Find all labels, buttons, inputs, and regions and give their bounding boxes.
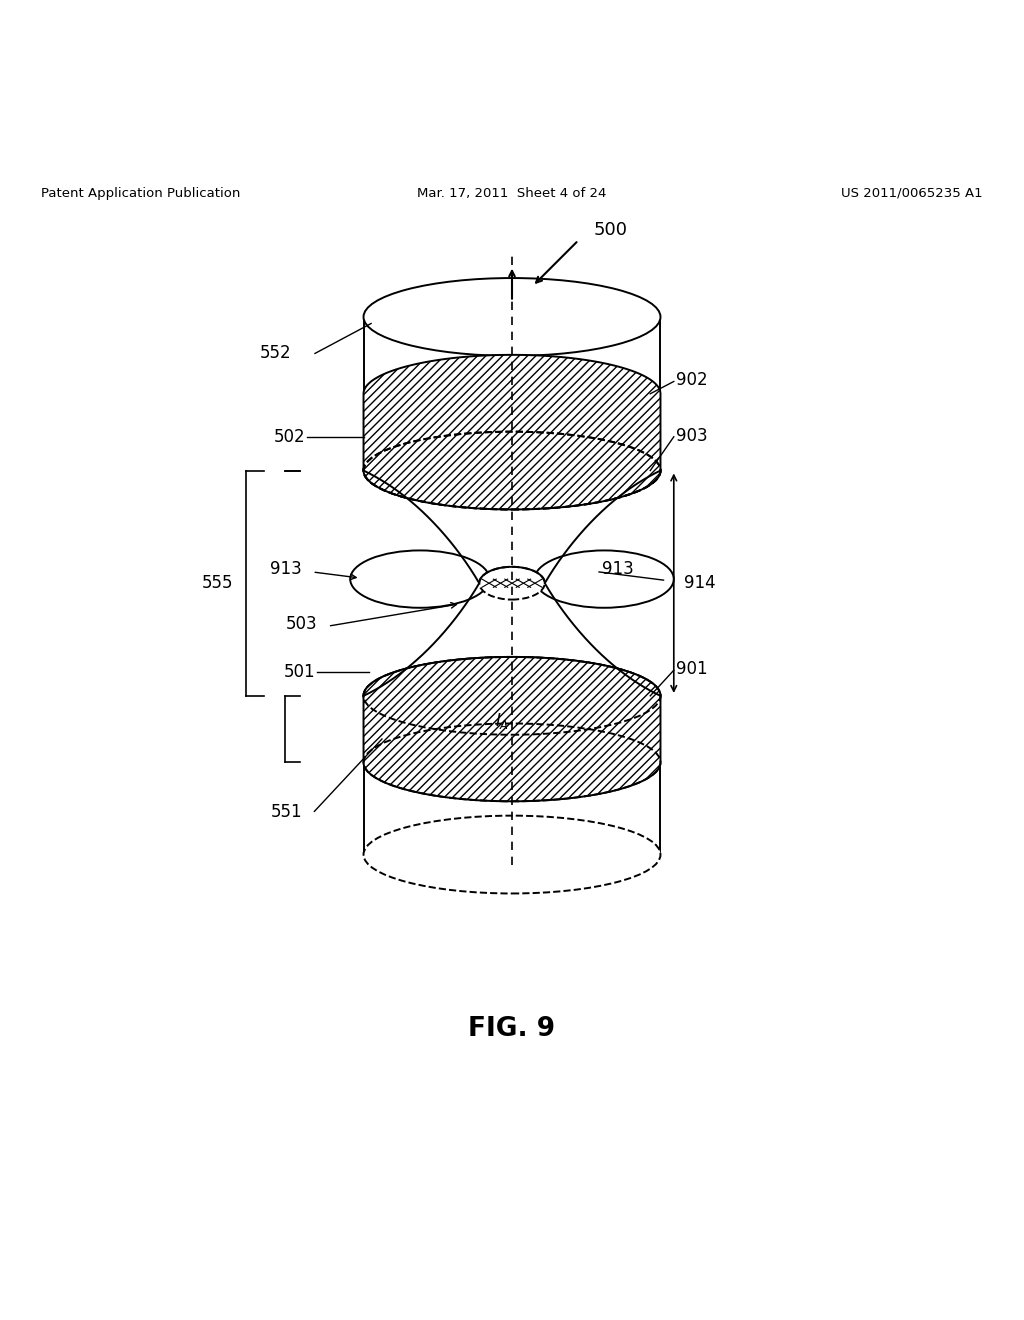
Text: 551: 551 [270,803,302,821]
Ellipse shape [364,279,660,356]
Ellipse shape [479,566,545,599]
Text: FIG. 9: FIG. 9 [468,1015,556,1041]
Text: 913: 913 [602,560,634,578]
Ellipse shape [364,432,660,510]
Ellipse shape [535,550,674,607]
Text: 913: 913 [270,560,302,578]
Text: 501: 501 [284,663,315,681]
Text: Mar. 17, 2011  Sheet 4 of 24: Mar. 17, 2011 Sheet 4 of 24 [418,186,606,199]
Ellipse shape [364,816,660,894]
Ellipse shape [350,550,489,607]
Polygon shape [364,470,660,696]
Text: 555: 555 [202,574,233,593]
Text: US 2011/0065235 A1: US 2011/0065235 A1 [842,186,983,199]
Text: 902: 902 [676,371,708,389]
Ellipse shape [364,657,660,735]
Polygon shape [364,355,660,510]
Text: 552: 552 [260,343,292,362]
Text: 914: 914 [684,574,716,593]
Text: 503: 503 [286,615,317,634]
Text: 903: 903 [676,426,708,445]
Text: Patent Application Publication: Patent Application Publication [41,186,241,199]
Polygon shape [364,657,660,801]
Text: 502: 502 [273,428,305,446]
Text: 901: 901 [676,660,708,678]
Text: 500: 500 [594,220,628,239]
Text: $I_A$: $I_A$ [495,711,509,731]
